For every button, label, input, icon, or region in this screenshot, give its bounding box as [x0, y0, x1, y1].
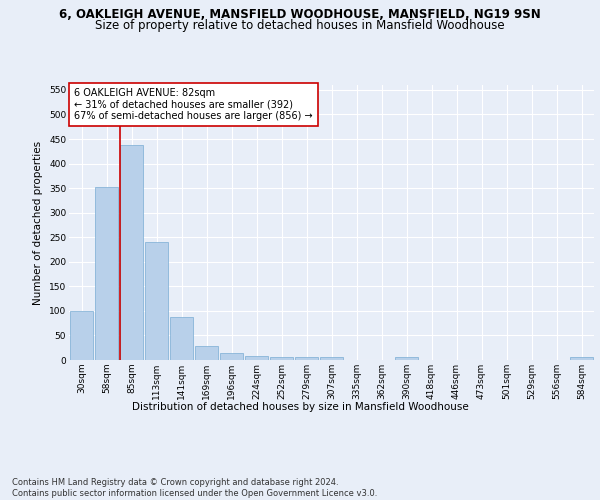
Y-axis label: Number of detached properties: Number of detached properties — [34, 140, 43, 304]
Bar — [245, 356, 268, 360]
Bar — [70, 311, 93, 360]
Text: 6, OAKLEIGH AVENUE, MANSFIELD WOODHOUSE, MANSFIELD, NG19 9SN: 6, OAKLEIGH AVENUE, MANSFIELD WOODHOUSE,… — [59, 8, 541, 20]
Bar — [95, 187, 118, 360]
Text: Distribution of detached houses by size in Mansfield Woodhouse: Distribution of detached houses by size … — [131, 402, 469, 412]
Text: Contains HM Land Registry data © Crown copyright and database right 2024.
Contai: Contains HM Land Registry data © Crown c… — [12, 478, 377, 498]
Bar — [570, 357, 593, 360]
Bar — [395, 357, 418, 360]
Bar — [195, 346, 218, 360]
Bar — [295, 357, 318, 360]
Text: Size of property relative to detached houses in Mansfield Woodhouse: Size of property relative to detached ho… — [95, 19, 505, 32]
Bar — [320, 357, 343, 360]
Bar — [120, 146, 143, 360]
Text: 6 OAKLEIGH AVENUE: 82sqm
← 31% of detached houses are smaller (392)
67% of semi-: 6 OAKLEIGH AVENUE: 82sqm ← 31% of detach… — [74, 88, 313, 121]
Bar — [270, 357, 293, 360]
Bar — [145, 242, 168, 360]
Bar — [220, 353, 243, 360]
Bar — [170, 317, 193, 360]
